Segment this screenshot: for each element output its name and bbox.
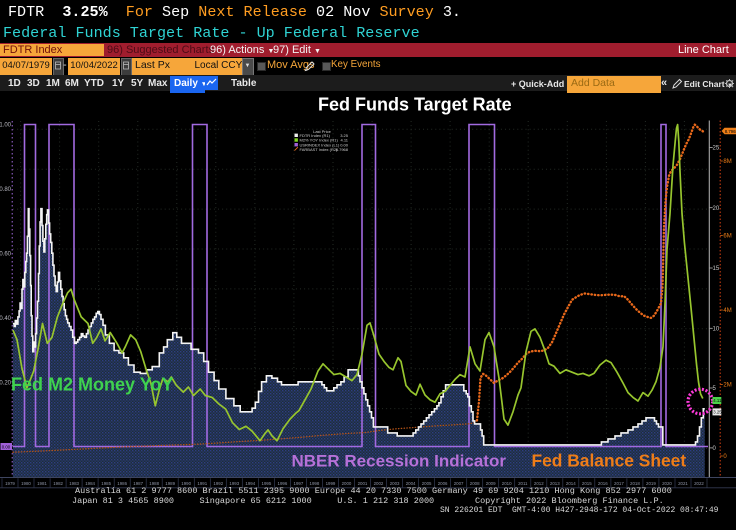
svg-text:2015: 2015 bbox=[582, 481, 592, 486]
svg-text:6M: 6M bbox=[723, 234, 731, 240]
svg-text:2019: 2019 bbox=[646, 481, 656, 486]
svg-text:2011: 2011 bbox=[518, 481, 528, 486]
svg-text:1984: 1984 bbox=[85, 481, 95, 486]
svg-text:1983: 1983 bbox=[69, 481, 79, 486]
svg-text:1998: 1998 bbox=[310, 481, 320, 486]
svg-text:0.60: 0.60 bbox=[0, 252, 12, 258]
svg-text:2004: 2004 bbox=[406, 481, 416, 486]
svg-text:8M: 8M bbox=[723, 159, 731, 165]
svg-text:1995: 1995 bbox=[262, 481, 272, 486]
svg-text:0.40: 0.40 bbox=[0, 316, 12, 322]
svg-text:2016: 2016 bbox=[598, 481, 608, 486]
svg-text:Fed Funds Target Rate: Fed Funds Target Rate bbox=[318, 95, 512, 115]
svg-text:0.80: 0.80 bbox=[0, 187, 12, 193]
svg-text:1999: 1999 bbox=[326, 481, 336, 486]
svg-text:4M: 4M bbox=[723, 308, 731, 314]
svg-text:8.7968: 8.7968 bbox=[336, 147, 349, 152]
svg-text:3.25: 3.25 bbox=[713, 410, 722, 415]
svg-text:0.20: 0.20 bbox=[0, 380, 12, 386]
svg-text:M2% YOY Index (R1): M2% YOY Index (R1) bbox=[300, 138, 339, 143]
svg-text:1993: 1993 bbox=[229, 481, 239, 486]
svg-text:1981: 1981 bbox=[37, 481, 47, 486]
svg-text:2006: 2006 bbox=[438, 481, 448, 486]
svg-text:2010: 2010 bbox=[502, 481, 512, 486]
svg-text:1987: 1987 bbox=[133, 481, 143, 486]
svg-text:4.11: 4.11 bbox=[713, 398, 722, 403]
svg-text:2013: 2013 bbox=[550, 481, 560, 486]
svg-text:20: 20 bbox=[713, 206, 720, 212]
svg-text:2008: 2008 bbox=[470, 481, 480, 486]
svg-text:5: 5 bbox=[713, 386, 717, 392]
svg-text:1982: 1982 bbox=[53, 481, 63, 486]
svg-text:2000: 2000 bbox=[342, 481, 352, 486]
svg-text:0.00: 0.00 bbox=[340, 142, 349, 147]
svg-text:USRINDEX Index (L1): USRINDEX Index (L1) bbox=[300, 142, 340, 147]
svg-text:FARBAST Index (R2): FARBAST Index (R2) bbox=[300, 147, 339, 152]
svg-text:25: 25 bbox=[713, 146, 720, 152]
svg-text:1990: 1990 bbox=[181, 481, 191, 486]
svg-text:Last Price: Last Price bbox=[313, 129, 332, 134]
svg-text:0.00: 0.00 bbox=[2, 444, 11, 449]
svg-text:15: 15 bbox=[713, 266, 720, 272]
svg-text:1994: 1994 bbox=[245, 481, 255, 486]
svg-text:1989: 1989 bbox=[165, 481, 175, 486]
svg-text:2001: 2001 bbox=[358, 481, 368, 486]
svg-text:0: 0 bbox=[713, 446, 717, 452]
svg-text:2003: 2003 bbox=[390, 481, 400, 486]
svg-text:2014: 2014 bbox=[566, 481, 576, 486]
svg-text:1988: 1988 bbox=[149, 481, 159, 486]
svg-text:1997: 1997 bbox=[294, 481, 304, 486]
svg-text:2018: 2018 bbox=[630, 481, 640, 486]
svg-text:1980: 1980 bbox=[21, 481, 31, 486]
svg-text:10: 10 bbox=[713, 327, 720, 333]
svg-text:2021: 2021 bbox=[678, 481, 688, 486]
svg-text:2020: 2020 bbox=[662, 481, 672, 486]
svg-text:4.11: 4.11 bbox=[341, 138, 349, 143]
svg-text:1996: 1996 bbox=[278, 481, 288, 486]
svg-text:2012: 2012 bbox=[534, 481, 544, 486]
svg-text:2M: 2M bbox=[723, 383, 731, 389]
svg-text:2022: 2022 bbox=[694, 481, 704, 486]
svg-text:8.7968: 8.7968 bbox=[725, 129, 736, 134]
svg-text:NBER Recession Indicator: NBER Recession Indicator bbox=[292, 452, 507, 471]
svg-text:1991: 1991 bbox=[197, 481, 207, 486]
svg-text:2005: 2005 bbox=[422, 481, 432, 486]
svg-text:0: 0 bbox=[723, 454, 727, 460]
svg-text:2002: 2002 bbox=[374, 481, 384, 486]
svg-text:2017: 2017 bbox=[614, 481, 624, 486]
svg-text:2007: 2007 bbox=[454, 481, 464, 486]
svg-text:2009: 2009 bbox=[486, 481, 496, 486]
svg-text:1992: 1992 bbox=[213, 481, 223, 486]
svg-text:3.25: 3.25 bbox=[340, 133, 349, 138]
svg-text:1985: 1985 bbox=[101, 481, 111, 486]
svg-text:FDTR Index (R1): FDTR Index (R1) bbox=[300, 133, 331, 138]
svg-text:Fed M2 Money YoY: Fed M2 Money YoY bbox=[11, 375, 173, 395]
svg-text:1.00: 1.00 bbox=[0, 123, 12, 129]
svg-text:1979: 1979 bbox=[5, 481, 15, 486]
svg-text:Fed Balance Sheet: Fed Balance Sheet bbox=[532, 451, 687, 471]
svg-text:1986: 1986 bbox=[117, 481, 127, 486]
